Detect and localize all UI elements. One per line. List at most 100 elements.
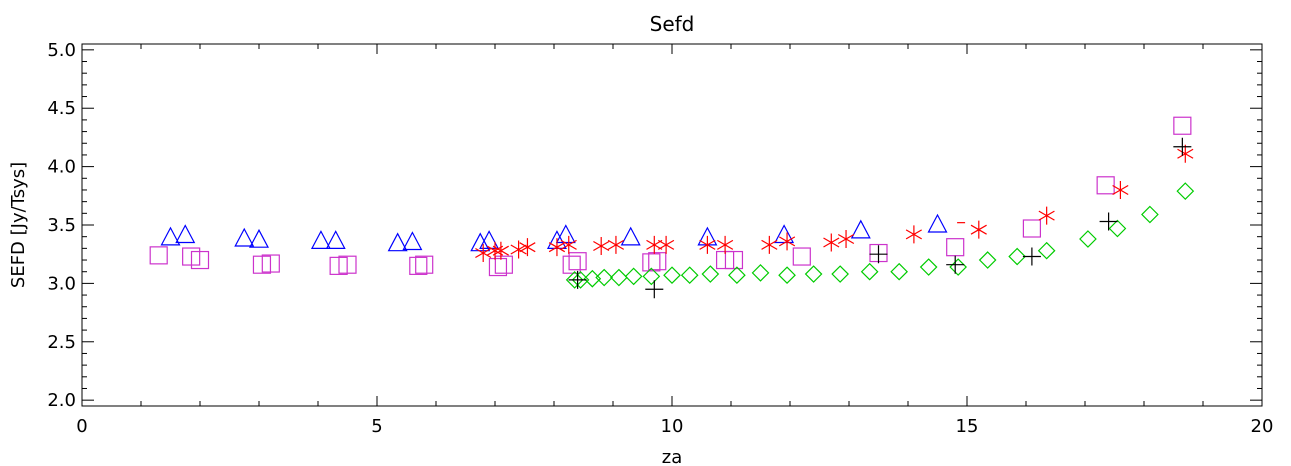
diamond-marker	[1176, 182, 1195, 200]
x-tick-label: 15	[956, 416, 979, 437]
y-tick-label: 3.5	[47, 215, 76, 236]
y-tick-label: 3.0	[47, 273, 76, 294]
asterisk-marker	[1112, 180, 1129, 199]
square-marker	[190, 250, 210, 270]
asterisk-marker	[646, 235, 663, 254]
square-marker	[1173, 116, 1192, 135]
y-tick-label: 4.5	[47, 98, 76, 119]
x-tick-label: 5	[371, 416, 382, 437]
triangle-marker	[325, 230, 346, 249]
plus-marker	[1173, 137, 1192, 156]
axis-ticks	[81, 44, 1263, 406]
diamond-marker	[680, 266, 699, 285]
diamond-marker	[1079, 230, 1097, 248]
asterisk-marker	[519, 238, 536, 257]
square-marker	[562, 255, 581, 274]
square-marker	[568, 252, 587, 271]
asterisk-marker	[970, 220, 987, 239]
diamond-marker	[890, 262, 908, 281]
square-marker	[409, 256, 428, 275]
diamond-marker	[663, 266, 681, 285]
diamond-marker	[728, 266, 746, 285]
diamond-marker	[978, 251, 997, 269]
triangle-marker	[249, 228, 269, 248]
square-marker	[494, 255, 513, 274]
square-marker	[724, 250, 744, 270]
asterisk-marker	[475, 244, 492, 263]
triangle-marker	[555, 224, 576, 244]
asterisk-marker	[1177, 144, 1194, 163]
triangle-marker	[850, 219, 871, 239]
diamond-marker	[642, 267, 661, 286]
plus-marker	[568, 270, 587, 289]
diamond-marker	[860, 262, 879, 281]
asterisk-marker	[761, 235, 778, 254]
plus-marker	[1099, 212, 1118, 231]
diamond-marker	[565, 271, 584, 289]
plot-frame	[81, 43, 1263, 407]
diamond-marker	[919, 258, 938, 276]
tick-labels: 0 5 10 15 20 2.0 2.5 3.0 3.5 4.0 4.5 5.0	[47, 40, 1273, 437]
square-marker	[792, 247, 811, 266]
asterisk-marker	[486, 241, 504, 260]
triangle-marker	[620, 226, 641, 246]
asterisk-marker	[492, 241, 509, 260]
y-axis-label: SEFD [Jy/Tsys]	[8, 162, 29, 288]
triangle-marker	[234, 227, 255, 247]
triangle-marker	[387, 232, 408, 252]
square-marker	[261, 254, 280, 273]
asterisk-marker	[717, 235, 734, 254]
square-marker	[946, 238, 965, 257]
plus-marker	[1022, 247, 1041, 266]
square-marker	[415, 255, 434, 274]
plus-marker	[946, 255, 965, 274]
asterisk-marker	[510, 240, 527, 259]
asterisk-marker	[837, 230, 855, 249]
triangle-marker	[175, 224, 196, 244]
triangle-marker	[160, 226, 181, 246]
asterisk-marker	[699, 235, 716, 254]
diamond-marker	[1141, 205, 1159, 224]
asterisk-marker	[548, 238, 566, 257]
square-marker	[338, 255, 357, 274]
diamond-marker	[831, 265, 849, 283]
plus-marker	[645, 280, 664, 299]
x-axis-label: za	[662, 447, 682, 466]
triangle-marker	[310, 230, 331, 249]
diamond-marker	[949, 258, 967, 276]
y-tick-label: 5.0	[47, 40, 76, 61]
triangle-marker	[402, 231, 423, 251]
asterisk-marker	[905, 225, 922, 244]
data-markers	[149, 116, 1195, 299]
diamond-marker	[624, 267, 643, 286]
asterisk-marker	[778, 232, 796, 251]
plus-marker	[869, 245, 888, 264]
triangle-marker	[479, 230, 500, 249]
asterisk-marker	[658, 235, 675, 254]
x-tick-label: 10	[661, 416, 684, 437]
x-tick-label: 0	[76, 416, 87, 437]
diamond-marker	[778, 266, 796, 285]
diamond-marker	[701, 265, 720, 283]
y-tick-label: 2.0	[47, 390, 76, 411]
x-tick-label: 20	[1251, 416, 1274, 437]
diamond-marker	[751, 264, 770, 282]
square-marker	[1022, 219, 1042, 238]
diamond-marker	[1008, 247, 1026, 266]
diamond-marker	[595, 268, 613, 287]
y-tick-label: 4.0	[47, 157, 76, 178]
square-marker	[488, 257, 508, 277]
y-tick-label: 2.5	[47, 332, 76, 353]
asterisk-marker	[1038, 206, 1055, 225]
chart-title: Sefd	[650, 12, 695, 36]
diamond-marker	[610, 268, 628, 287]
asterisk-marker	[593, 237, 610, 256]
triangle-marker	[927, 213, 948, 233]
asterisk-marker	[607, 235, 625, 254]
asterisk-marker	[560, 235, 577, 254]
diamond-marker	[1108, 219, 1127, 238]
diamond-marker	[1037, 241, 1056, 260]
square-marker	[149, 246, 168, 265]
diamond-marker	[804, 265, 823, 283]
